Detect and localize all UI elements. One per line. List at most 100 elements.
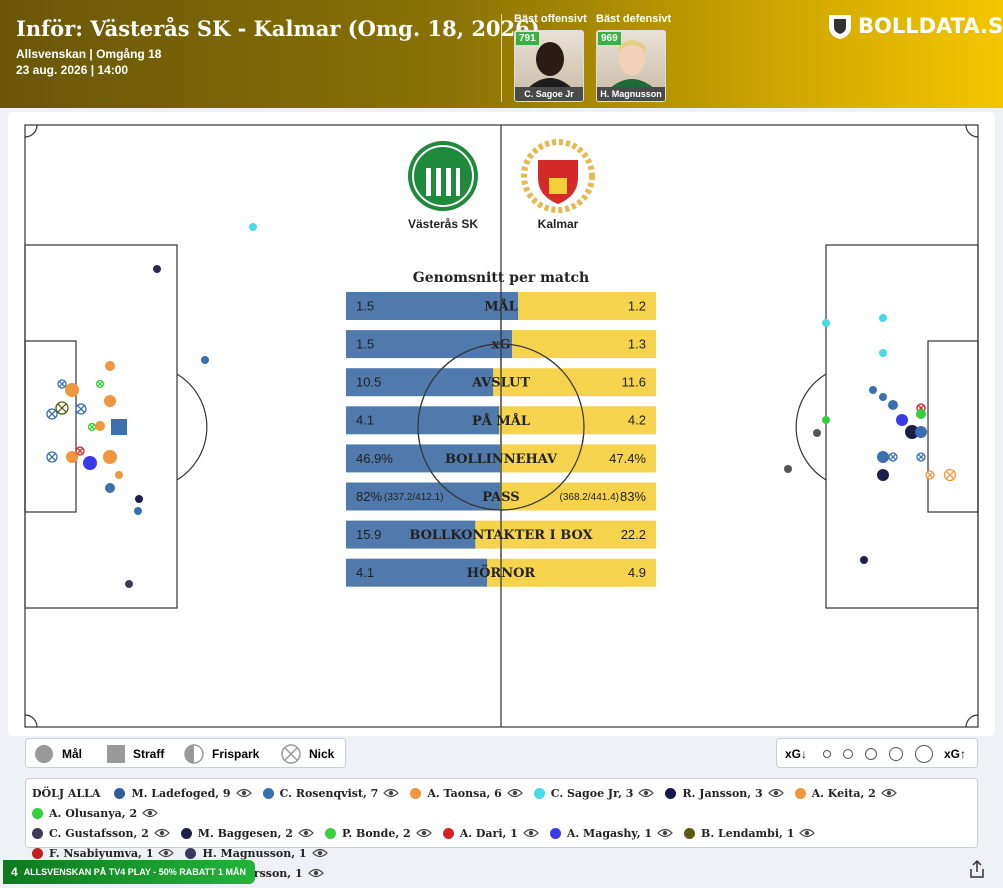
shot bbox=[249, 223, 257, 231]
shot bbox=[822, 416, 830, 424]
player-toggle[interactable]: R. Jansson, 3 bbox=[665, 783, 784, 803]
xg-legend: xG↓ xG↑ bbox=[776, 738, 978, 768]
shot bbox=[784, 465, 792, 473]
home-bar bbox=[346, 520, 476, 549]
player-name: B. Lendambi, 1 bbox=[701, 826, 795, 840]
player-name: C. Gustafsson, 2 bbox=[49, 826, 149, 840]
share-icon[interactable] bbox=[968, 859, 986, 879]
away-bar bbox=[493, 368, 656, 397]
away-value: 47.4% bbox=[609, 451, 646, 466]
player-toggle[interactable]: A. Keita, 2 bbox=[794, 783, 897, 803]
away-logo bbox=[521, 139, 595, 213]
away-value: 83% bbox=[620, 489, 646, 504]
pass-detail: (337.2/412.1) bbox=[384, 492, 444, 503]
player-swatch bbox=[32, 827, 43, 839]
eye-icon bbox=[142, 808, 158, 818]
player-swatch bbox=[32, 847, 43, 859]
legend-label: Nick bbox=[309, 747, 335, 761]
player-card[interactable]: 969 H. Magnusson bbox=[596, 30, 666, 102]
player-swatch bbox=[32, 807, 43, 819]
eye-icon bbox=[880, 788, 897, 798]
shot bbox=[879, 349, 887, 357]
header: Inför: Västerås SK - Kalmar (Omg. 18, 20… bbox=[0, 0, 1003, 108]
home-bar bbox=[346, 330, 513, 359]
player-name: H. Magnusson bbox=[597, 87, 665, 101]
shot bbox=[103, 450, 117, 464]
brand-logo bbox=[829, 15, 851, 39]
eye-icon bbox=[383, 788, 400, 798]
page-title: Inför: Västerås SK - Kalmar (Omg. 18, 20… bbox=[16, 16, 540, 41]
player-name: A. Keita, 2 bbox=[811, 786, 876, 800]
player-toggle[interactable]: A. Taonsa, 6 bbox=[410, 783, 523, 803]
player-toggle[interactable]: B. Lendambi, 1 bbox=[684, 823, 816, 843]
pitch: Västerås SK Kalmar Genomsnitt per match … bbox=[24, 124, 979, 728]
shot bbox=[879, 393, 887, 401]
player-filter: DÖLJ ALLA M. Ladefoged, 9 C. Rosenqvist, … bbox=[25, 778, 978, 880]
player-swatch bbox=[180, 827, 192, 839]
xg-icons: xG↓ xG↑ bbox=[785, 745, 966, 763]
promo-banner[interactable]: 4 ALLSVENSKAN PÅ TV4 PLAY - 50% RABATT 1… bbox=[3, 860, 255, 884]
player-rating: 791 bbox=[516, 32, 539, 45]
shot-header-cross bbox=[89, 424, 95, 430]
shot-type-legend: Mål Straff Frispark Nick bbox=[25, 738, 346, 768]
channel: 4 bbox=[11, 865, 18, 879]
player-toggle[interactable]: C. Gustafsson, 2 bbox=[32, 823, 170, 843]
home-bar bbox=[346, 444, 501, 473]
promo-text: ALLSVENSKAN PÅ TV4 PLAY - 50% RABATT 1 M… bbox=[23, 867, 247, 877]
player-toggle[interactable]: M. Baggesen, 2 bbox=[180, 823, 314, 843]
home-team: Västerås SK bbox=[408, 217, 478, 231]
player-toggle[interactable]: C. Sagoe Jr, 3 bbox=[533, 783, 655, 803]
shot-header-cross bbox=[48, 453, 56, 461]
shot-header-cross bbox=[945, 470, 955, 480]
home-value: 4.1 bbox=[356, 565, 374, 580]
pass-detail: (368.2/441.4) bbox=[560, 492, 620, 503]
legend-icons: Mål Straff Frispark Nick bbox=[35, 744, 335, 764]
shot bbox=[877, 451, 889, 463]
player-toggle[interactable]: A. Dari, 1 bbox=[442, 823, 539, 843]
eye-icon bbox=[799, 828, 816, 838]
legend-label: Straff bbox=[133, 747, 165, 761]
player-toggle[interactable]: M. Ladefoged, 9 bbox=[114, 783, 252, 803]
player-name: H. Magnusson, 1 bbox=[202, 846, 307, 860]
shot-header-cross bbox=[97, 381, 103, 387]
eye-icon bbox=[311, 848, 328, 858]
shot-header-cross bbox=[48, 410, 56, 418]
shot bbox=[105, 361, 115, 371]
player-toggle[interactable]: C. Rosenqvist, 7 bbox=[262, 783, 400, 803]
shot bbox=[869, 386, 877, 394]
shot bbox=[125, 580, 133, 588]
player-name: A. Taonsa, 6 bbox=[427, 786, 502, 800]
player-photo bbox=[527, 42, 573, 89]
player-swatch bbox=[549, 827, 561, 839]
shot bbox=[65, 383, 79, 397]
home-bar bbox=[346, 406, 500, 435]
legend-label: Frispark bbox=[212, 747, 260, 761]
player-toggle[interactable]: H. Magnusson, 1 bbox=[185, 843, 328, 863]
eye-icon bbox=[415, 828, 432, 838]
player-name: M. Baggesen, 2 bbox=[197, 826, 293, 840]
shot bbox=[201, 356, 209, 364]
player-toggle[interactable]: P. Bonde, 2 bbox=[324, 823, 432, 843]
shot-header-cross bbox=[926, 471, 934, 479]
hide-all[interactable]: DÖLJ ALLA bbox=[32, 786, 101, 800]
player-toggle[interactable]: A. Olusanya, 2 bbox=[32, 803, 158, 823]
shot bbox=[877, 469, 889, 481]
away-value: 22.2 bbox=[621, 527, 646, 542]
player-name: A. Dari, 1 bbox=[459, 826, 518, 840]
eye-icon bbox=[307, 868, 324, 878]
player-name: M. Ladefoged, 9 bbox=[131, 786, 231, 800]
away-value: 11.6 bbox=[622, 375, 646, 390]
player-card[interactable]: 791 C. Sagoe Jr bbox=[514, 30, 584, 102]
player-photo bbox=[609, 40, 655, 89]
player-swatch bbox=[684, 827, 696, 839]
eye-icon bbox=[657, 828, 673, 838]
player-toggle[interactable]: A. Magashy, 1 bbox=[549, 823, 673, 843]
player-swatch bbox=[410, 787, 422, 799]
eye-icon bbox=[638, 788, 655, 798]
shot-header-cross bbox=[58, 380, 66, 388]
player-swatch bbox=[114, 787, 126, 799]
away-value: 4.2 bbox=[628, 413, 646, 428]
player-swatch bbox=[262, 787, 274, 799]
shot bbox=[83, 456, 97, 470]
player-toggle[interactable]: F. Nsabiyumva, 1 bbox=[32, 843, 175, 863]
